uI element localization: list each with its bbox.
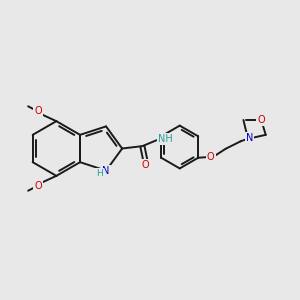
Text: N: N: [246, 133, 253, 143]
Text: O: O: [142, 160, 149, 170]
Text: NH: NH: [158, 134, 173, 144]
Text: O: O: [34, 106, 42, 116]
Text: O: O: [207, 152, 214, 162]
Text: O: O: [257, 115, 265, 125]
Text: H: H: [96, 169, 103, 178]
Text: N: N: [102, 166, 110, 176]
Text: O: O: [34, 181, 42, 191]
